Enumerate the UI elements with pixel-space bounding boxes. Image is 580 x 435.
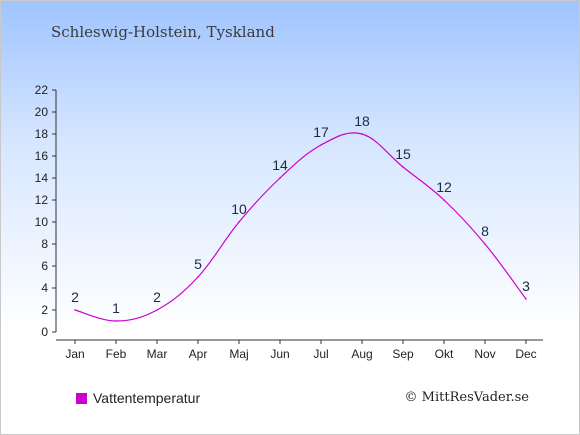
legend: Vattentemperatur (76, 390, 200, 406)
x-tick-label: Mar (147, 347, 168, 361)
data-point (361, 133, 363, 135)
series-layer (74, 132, 527, 322)
y-tick-label: 14 (35, 171, 49, 185)
y-tick-label: 18 (35, 127, 49, 141)
legend-label: Vattentemperatur (93, 390, 201, 406)
data-label: 10 (231, 201, 247, 217)
data-label: 3 (522, 278, 530, 294)
x-tick-label: Aug (351, 347, 372, 361)
y-axis-ticks: 0 2 4 6 8 10 12 14 16 18 20 22 (35, 83, 56, 339)
y-tick-label: 16 (35, 149, 49, 163)
data-point (74, 309, 76, 311)
y-tick-label: 6 (41, 259, 48, 273)
data-label: 18 (354, 113, 370, 129)
credit-text: © MittResVader.se (404, 390, 529, 405)
data-point (484, 243, 486, 245)
x-tick-label: Jan (65, 347, 84, 361)
data-label: 14 (272, 157, 288, 173)
data-label: 15 (395, 146, 411, 162)
y-tick-label: 2 (41, 303, 48, 317)
legend-swatch (76, 392, 87, 404)
chart-title: Schleswig-Holstein, Tyskland (51, 23, 275, 41)
x-tick-label: Sep (392, 347, 414, 361)
x-tick-label: Okt (435, 347, 454, 361)
data-point (525, 298, 527, 300)
data-point (115, 320, 117, 322)
data-label: 2 (153, 289, 161, 305)
data-point (402, 166, 404, 168)
y-tick-label: 20 (35, 105, 49, 119)
data-label: 1 (112, 300, 120, 316)
x-tick-label: Dec (515, 347, 536, 361)
data-point (238, 221, 240, 223)
data-label: 17 (313, 124, 329, 140)
x-tick-label: Jul (313, 347, 328, 361)
y-tick-label: 4 (41, 281, 48, 295)
x-tick-label: Nov (474, 347, 495, 361)
data-label: 5 (194, 256, 202, 272)
data-label: 2 (71, 289, 79, 305)
axes (55, 90, 543, 341)
data-point (443, 199, 445, 201)
data-point (197, 276, 199, 278)
x-axis-ticks: Jan Feb Mar Apr Maj Jun Jul Aug Sep Okt Nov Dec (65, 340, 537, 361)
x-tick-label: Jun (270, 347, 289, 361)
data-point (156, 309, 158, 311)
y-tick-label: 22 (35, 83, 49, 97)
y-tick-label: 0 (41, 325, 48, 339)
y-tick-label: 8 (41, 237, 48, 251)
data-point (320, 144, 322, 146)
y-tick-label: 12 (35, 193, 49, 207)
data-label: 12 (436, 179, 452, 195)
series-line-vattentemperatur (74, 132, 527, 322)
x-tick-label: Feb (106, 347, 127, 361)
x-tick-label: Apr (189, 347, 208, 361)
x-tick-label: Maj (229, 347, 248, 361)
data-label: 8 (481, 223, 489, 239)
y-tick-label: 10 (35, 215, 49, 229)
data-point (279, 177, 281, 179)
